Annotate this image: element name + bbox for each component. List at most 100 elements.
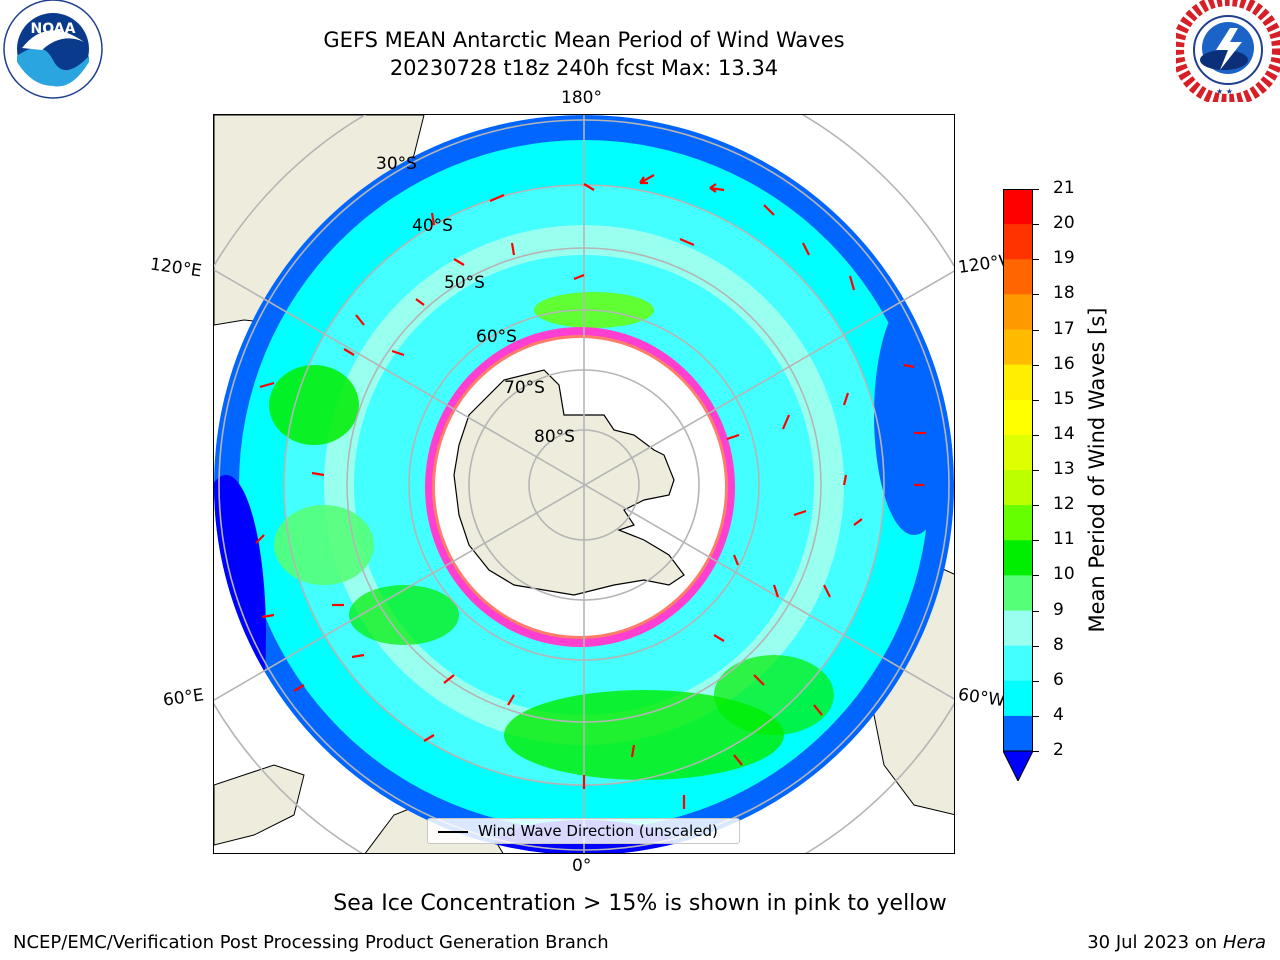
colorbar-tick-label: 11 [1053, 529, 1075, 550]
colorbar-tick-mark [1033, 434, 1039, 436]
footer-machine: Hera [1222, 932, 1266, 953]
colorbar-tick-label: 14 [1053, 423, 1075, 444]
arrow [391, 349, 405, 357]
colorbar-tick-label: 15 [1053, 388, 1075, 409]
footer-date: 30 Jul 2023 on Hera [1087, 932, 1266, 953]
colorbar-svg [1002, 189, 1034, 783]
colorbar-bin [1003, 680, 1033, 717]
colorbar-tick-mark [1033, 610, 1039, 612]
arrow [903, 363, 915, 369]
title-line-2: 20230728 t18z 240h fcst Max: 13.34 [389, 56, 779, 80]
colorbar-tick-mark [1033, 399, 1039, 401]
lat-label-60s: 60°S [476, 327, 517, 347]
colorbar-bin [1003, 434, 1033, 471]
lon-label-180: 180° [561, 88, 602, 108]
lat-label-30s: 30°S [376, 154, 417, 174]
arrow [355, 314, 365, 326]
colorbar-bin [1003, 224, 1033, 260]
lon-label-120e: 120°E [148, 254, 203, 282]
arrow [630, 744, 636, 758]
arrow [842, 474, 848, 486]
colorbar-bin [1003, 645, 1033, 682]
colorbar-bin [1003, 364, 1033, 401]
map-panel: 30°S 40°S 50°S 60°S 70°S 80°S [213, 114, 955, 854]
colorbar-tick-label: 19 [1053, 248, 1075, 269]
noaa-logo: NOAA [2, 0, 104, 100]
arrow [853, 518, 863, 526]
sea-ice-note: Sea Ice Concentration > 15% is shown in … [333, 891, 947, 916]
arrow [823, 584, 831, 598]
colorbar-outline [1003, 189, 1033, 752]
arrow [713, 634, 725, 642]
map-svg: 30°S 40°S 50°S 60°S 70°S 80°S [214, 115, 954, 853]
arrow [293, 684, 305, 692]
title-line-1: GEFS MEAN Antarctic Mean Period of Wind … [323, 28, 845, 52]
colorbar-bin [1003, 470, 1033, 506]
colorbar-tick-mark [1033, 189, 1039, 190]
footer-date-text: 30 Jul 2023 on [1087, 932, 1223, 953]
colorbar-bin [1003, 715, 1033, 752]
noaa-logo-text: NOAA [31, 21, 76, 37]
lat-label-70s: 70°S [504, 378, 545, 398]
arrow [311, 471, 325, 477]
arrow [443, 674, 455, 684]
colorbar-bin [1003, 575, 1033, 611]
footer-branch: NCEP/EMC/Verification Post Processing Pr… [13, 932, 609, 953]
land-madagascar [214, 764, 305, 846]
colorbar-tick-mark [1033, 680, 1039, 682]
arrow [423, 734, 435, 742]
plot-title: GEFS MEAN Antarctic Mean Period of Wind … [0, 26, 1168, 82]
lat-label-50s: 50°S [444, 273, 485, 293]
colorbar-tick-label: 6 [1053, 669, 1064, 690]
arrow [753, 674, 765, 686]
colorbar-tick-mark [1033, 751, 1039, 752]
arrow [489, 193, 505, 203]
colorbar-tick-label: 8 [1053, 634, 1064, 655]
colorbar-tick-label: 2 [1053, 740, 1064, 760]
arrow [763, 204, 775, 216]
arrow [848, 275, 856, 291]
arrow [415, 298, 425, 306]
arrow [679, 237, 695, 247]
arrow [772, 584, 780, 598]
lon-label-60e: 60°E [161, 685, 206, 711]
arrow [813, 704, 823, 716]
wave-direction-arrows [255, 174, 926, 809]
colorbar-tick-label: 13 [1053, 459, 1075, 479]
meridian-60e-120w [214, 270, 954, 701]
nws-star-icon: ★ ★ [1216, 87, 1233, 96]
arrow [583, 183, 595, 191]
colorbar-tick-mark [1033, 715, 1039, 717]
colorbar-tick-mark [1033, 645, 1039, 647]
colorbar-bin [1003, 259, 1033, 295]
lon-label-0: 0° [572, 856, 592, 876]
arrow [343, 348, 355, 356]
lat-label-40s: 40°S [412, 216, 453, 236]
colorbar-tick-label: 20 [1053, 213, 1075, 234]
arrow [793, 509, 807, 517]
colorbar-tick-label: 4 [1053, 704, 1064, 725]
colorbar-tick-mark [1033, 224, 1039, 226]
colorbar-tick-label: 18 [1053, 283, 1075, 304]
colorbar-tick-mark [1033, 329, 1039, 331]
colorbar-tick-mark [1033, 575, 1039, 577]
arrow [261, 613, 275, 619]
arrow [639, 174, 655, 185]
colorbar-tick-label: 12 [1053, 494, 1075, 515]
colorbar-bin [1003, 329, 1033, 366]
colorbar-bin [1003, 610, 1033, 647]
colorbar-tick-mark [1033, 364, 1039, 366]
arrow [726, 433, 740, 441]
arrow [453, 258, 465, 266]
colorbar-tick-mark [1033, 505, 1039, 507]
colorbar-tick-mark [1033, 470, 1039, 471]
colorbar-extend-triangle [1002, 750, 1034, 783]
legend-line-icon [438, 831, 468, 833]
arrow [709, 183, 725, 193]
colorbar-tick-mark [1033, 540, 1039, 542]
arrow [802, 242, 810, 256]
arrow [510, 242, 516, 256]
colorbar-bin [1003, 540, 1033, 576]
colorbar-label: Mean Period of Wind Waves [s] [1085, 307, 1109, 633]
colorbar-bin [1003, 189, 1033, 225]
